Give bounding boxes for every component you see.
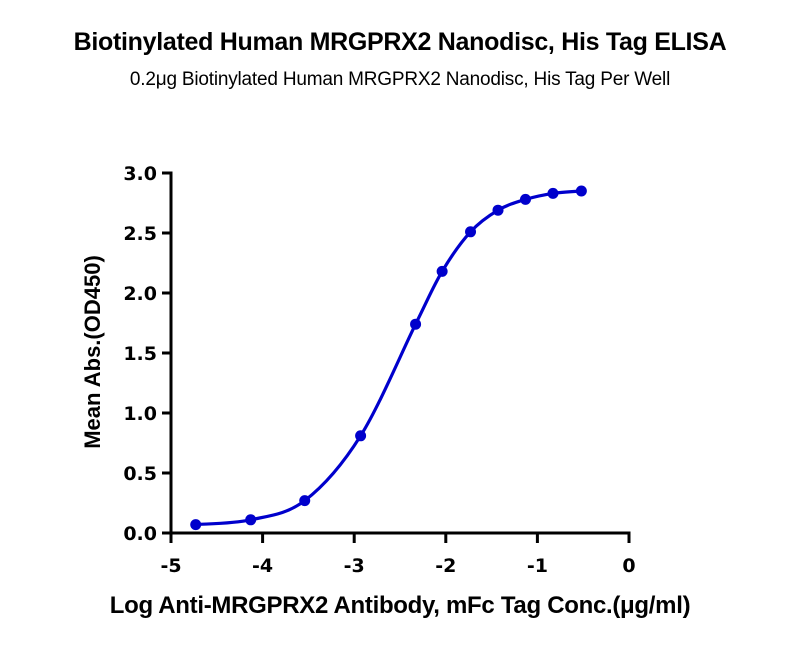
y-tick-label: 1.0 [123, 403, 157, 425]
chart-subtitle: 0.2μg Biotinylated Human MRGPRX2 Nanodis… [129, 69, 671, 90]
chart-title: Biotinylated Human MRGPRX2 Nanodisc, His… [73, 28, 727, 56]
y-tick-label: 0.5 [123, 463, 157, 485]
data-points [190, 185, 587, 531]
axes [162, 171, 631, 543]
data-point [410, 318, 422, 330]
x-tick-label: -3 [344, 555, 365, 577]
data-point [492, 204, 504, 216]
y-tick-label: 2.0 [123, 283, 157, 305]
y-tick-label: 2.5 [123, 223, 157, 245]
data-point [355, 430, 367, 442]
data-point [575, 185, 587, 197]
data-point [465, 226, 477, 238]
x-tick-label: -1 [527, 555, 548, 577]
x-tick-label: 0 [622, 555, 635, 577]
data-point [245, 514, 257, 526]
y-tick-label: 3.0 [123, 163, 157, 185]
x-tick-label: -2 [435, 555, 456, 577]
data-point [436, 265, 448, 277]
data-point [547, 187, 559, 199]
tick-labels: 0.0 0.5 1.0 1.5 2.0 2.5 3.0 -5 -4 -3 -2 -1 0 [123, 163, 635, 577]
data-point [190, 519, 202, 531]
data-point [299, 495, 311, 507]
x-tick-label: -5 [160, 555, 181, 577]
x-tick-label: -4 [252, 555, 273, 577]
x-axis-label: Log Anti-MRGPRX2 Antibody, mFc Tag Conc.… [109, 592, 691, 619]
y-tick-label: 1.5 [123, 343, 157, 365]
y-tick-label: 0.0 [123, 523, 157, 545]
data-point [519, 193, 531, 205]
fit-curve [194, 189, 583, 527]
